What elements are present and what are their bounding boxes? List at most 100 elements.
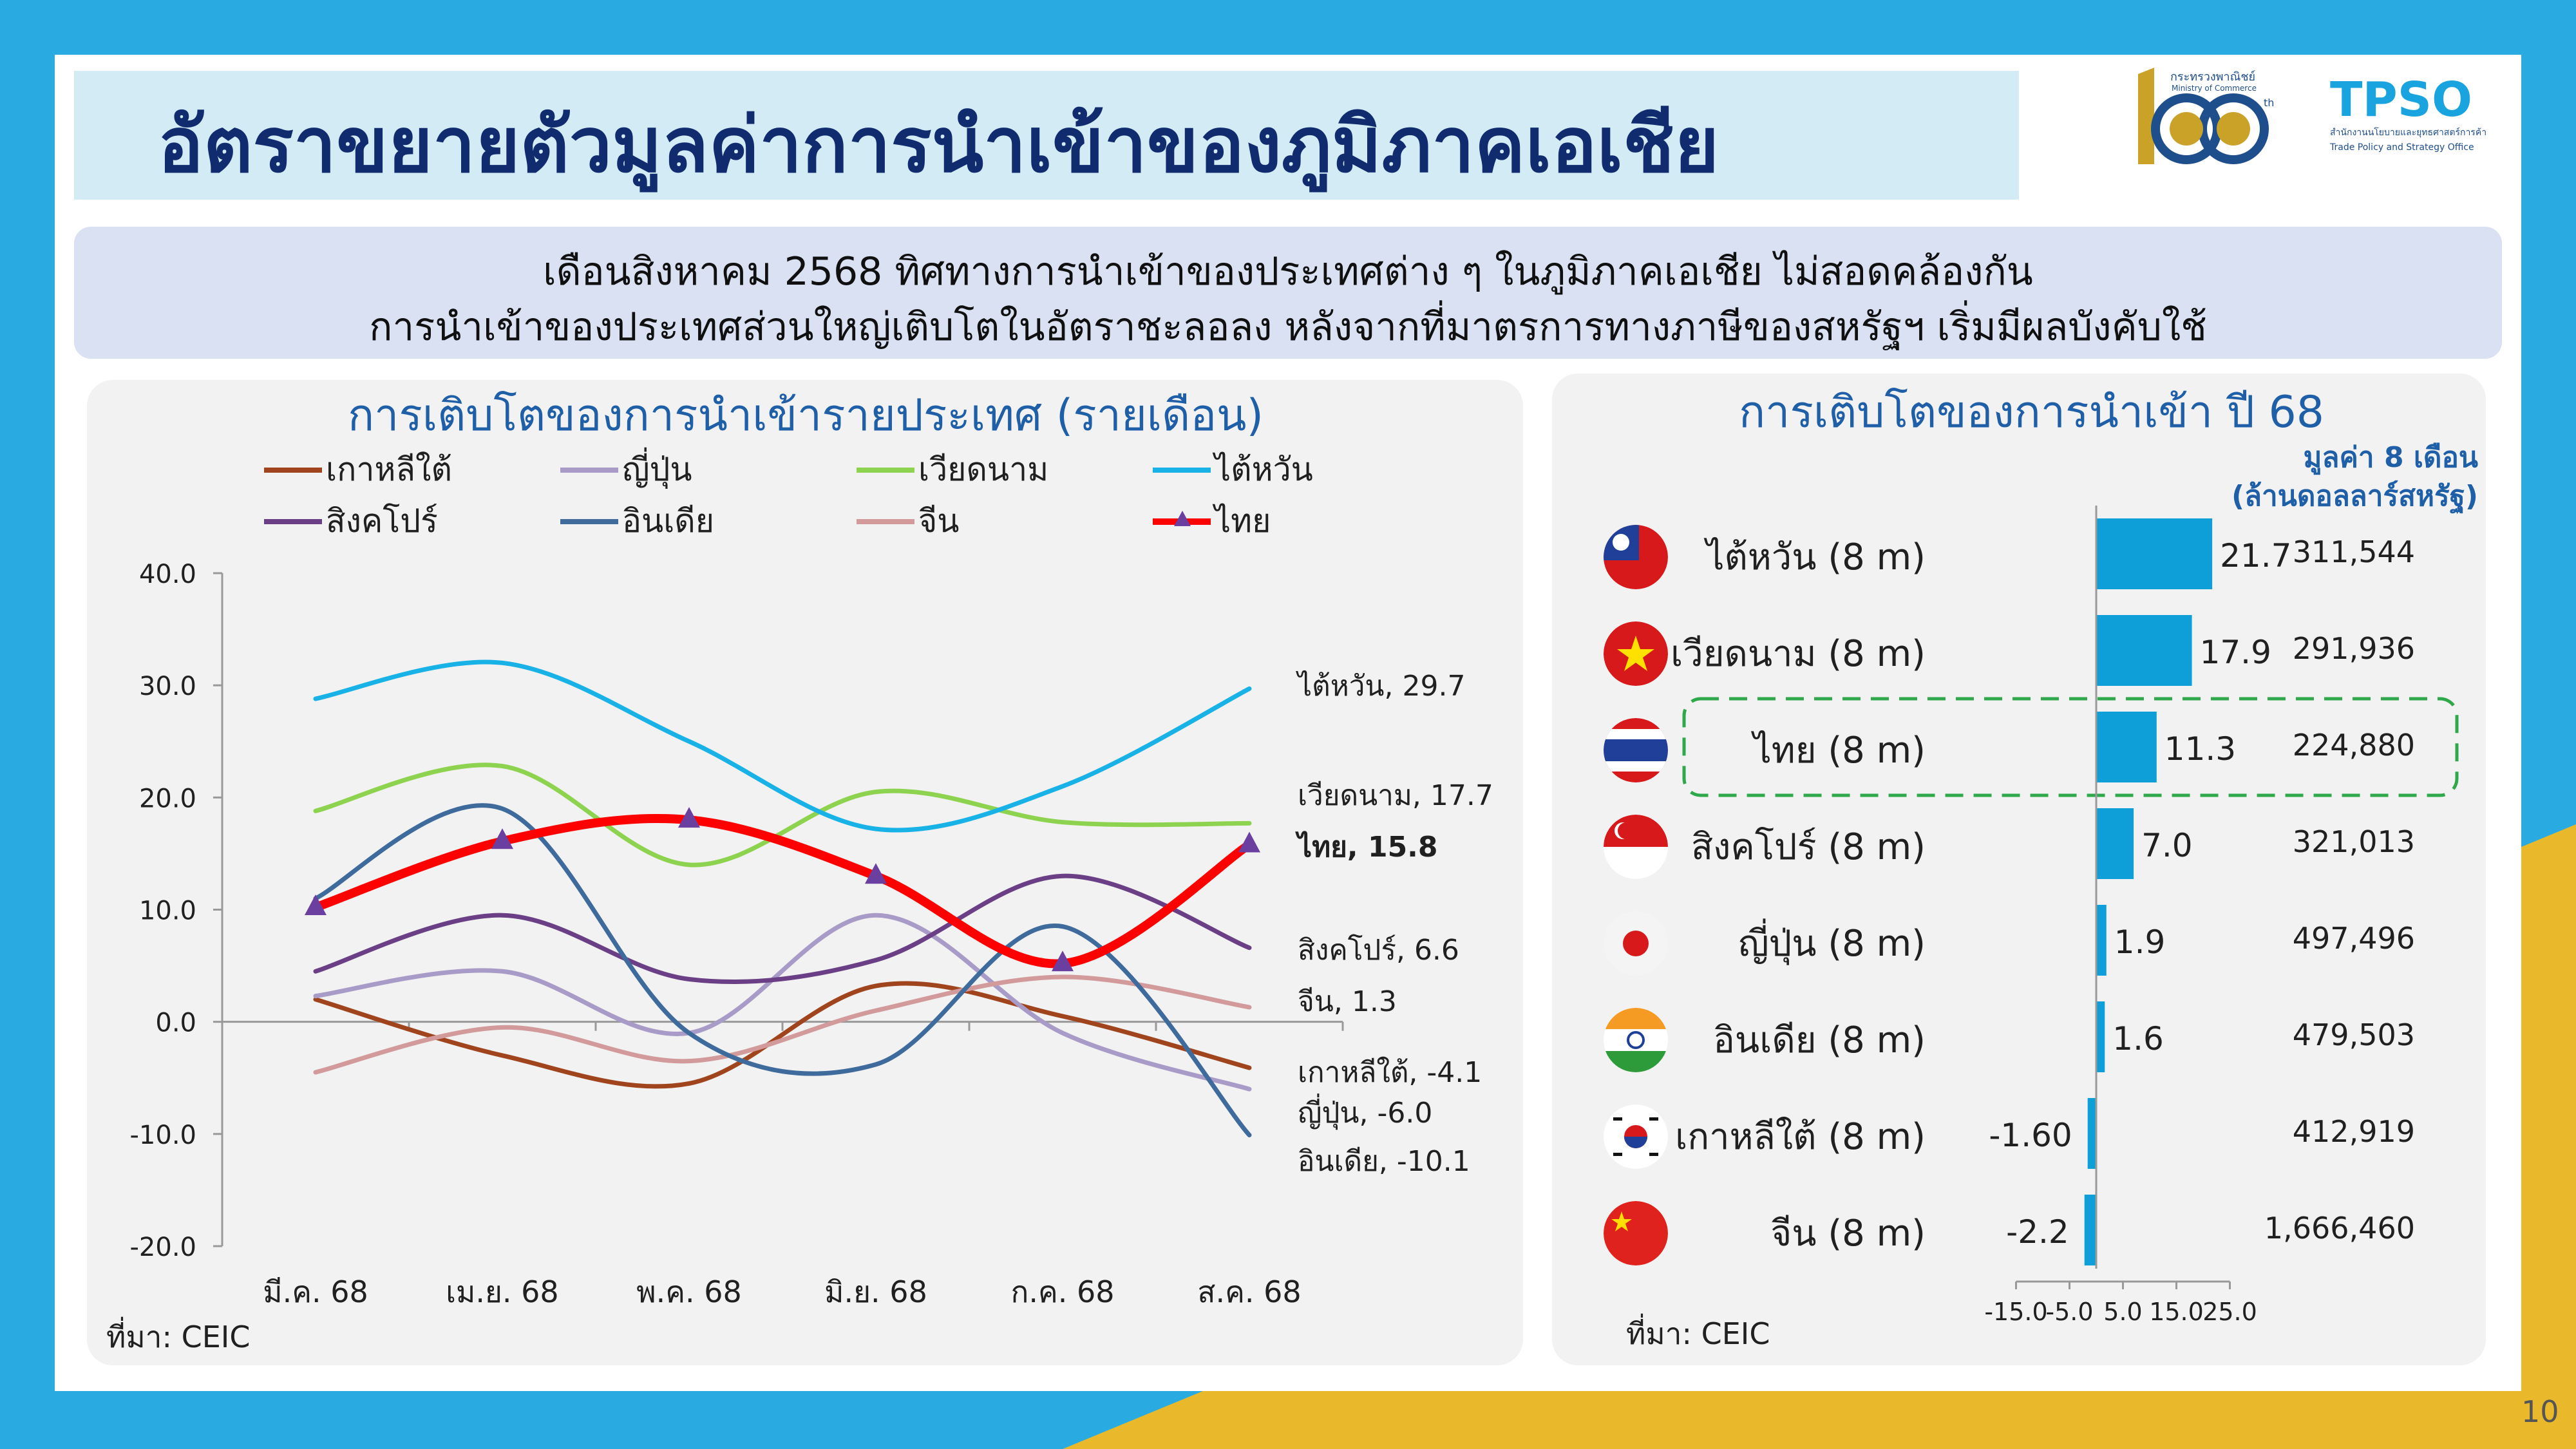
bar-value-label: 11.3 [2164,730,2236,768]
legend-item: ไทย [1153,496,1271,547]
flag-icon [1604,525,1668,589]
data-point [1052,951,1074,972]
bar-category-label: สิงคโปร์ (8 m) [1690,826,1926,868]
legend-swatch [1153,510,1211,526]
summary-box: เดือนสิงหาคม 2568 ทิศทางการนำเข้าของประเ… [74,227,2502,359]
line-chart-title: การเติบโตของการนำเข้ารายประเทศ (รายเดือน… [348,390,1264,441]
legend-swatch [857,467,914,473]
series-line [313,803,1252,1138]
y-tick-label: 0.0 [155,1009,196,1038]
series-line [313,762,1252,867]
import-value: 311,544 [2292,535,2415,569]
import-value: 224,880 [2292,728,2415,762]
tpso-name-en: Trade Policy and Strategy Office [2329,142,2474,153]
bar-value-label: 17.9 [2200,634,2271,671]
legend-item: อินเดีย [560,496,714,547]
bar-row: ไทย (8 m) 224,880 [1552,702,2454,792]
bar [2096,905,2107,976]
bar-row: เกาหลีใต้ (8 m) 412,919 [1552,1088,2454,1179]
bar-value-label: -2.2 [2006,1213,2069,1251]
legend-label: จีน [918,502,960,540]
bar-category-label: จีน (8 m) [1770,1213,1926,1255]
bar-category-label: เวียดนาม (8 m) [1671,633,1926,675]
import-value: 291,936 [2292,631,2415,666]
legend-marker [1174,510,1191,526]
series-end-label: ญี่ปุ่น, -6.0 [1298,1093,1432,1130]
flag-wrapper [1604,718,1668,782]
bar [2096,1001,2105,1072]
summary-line-1: เดือนสิงหาคม 2568 ทิศทางการนำเข้าของประเ… [543,249,2033,294]
legend-swatch [264,518,322,524]
legend-item: ไต้หวัน [1153,444,1313,495]
bar-category-label: ไต้หวัน (8 m) [1706,536,1926,578]
flag-icon [1604,911,1668,976]
flag-wrapper [1604,525,1668,589]
legend-label: ไทย [1215,502,1271,540]
x-tick-label: มี.ค. 68 [263,1274,368,1309]
tpso-logo: TPSO สำนักงานนโยบายและยุทธศาสตร์การค้า T… [2329,72,2486,153]
bar [2087,1098,2096,1169]
bar-category-label: เกาหลีใต้ (8 m) [1675,1116,1926,1158]
logo-group: กระทรวงพาณิชย์ Ministry of Commerce th T… [2138,68,2486,164]
flag-wrapper [1604,1104,1668,1169]
legend-swatch [560,518,618,524]
bar-value-label: 21.7 [2220,537,2291,574]
ministry-name-en: Ministry of Commerce [2172,84,2257,93]
x-tick-label: ส.ค. 68 [1197,1274,1301,1309]
legend-label: อินเดีย [622,502,715,540]
flag-icon [1604,718,1668,782]
legend-item: เกาหลีใต้ [264,444,452,495]
anniversary-suffix: th [2264,97,2274,109]
line-chart-panel: การเติบโตของการนำเข้ารายประเทศ (รายเดือน… [87,380,1523,1365]
x-tick-label: มิ.ย. 68 [824,1274,927,1309]
series-end-label: ไทย, 15.8 [1295,830,1438,864]
legend-swatch [264,467,322,473]
bar-chart-panel: การเติบโตของการนำเข้า ปี 68 มูลค่า 8 เดื… [1552,374,2486,1365]
bar-category-label: ญี่ปุ่น (8 m) [1738,923,1926,965]
legend-swatch [857,518,914,524]
series-end-label: สิงคโปร์, 6.6 [1298,934,1459,967]
import-value: 321,013 [2292,824,2415,859]
bar-row: ญี่ปุ่น (8 m) 497,496 [1552,895,2454,985]
legend-label: ญี่ปุ่น [622,451,692,488]
x-tick-label: พ.ค. 68 [636,1274,742,1309]
flag-wrapper [1604,621,1668,686]
bar-row: ไต้หวัน (8 m) 311,544 [1552,509,2454,599]
series-end-label: จีน, 1.3 [1298,985,1397,1018]
y-tick-label: 10.0 [139,896,196,926]
bar-x-tick-label: 15.0 [2149,1298,2204,1326]
bar-category-label: ไทย (8 m) [1753,730,1926,772]
legend-label: เกาหลีใต้ [326,451,452,488]
bar-category-label: อินเดีย (8 m) [1713,1019,1926,1061]
tpso-name-th: สำนักงานนโยบายและยุทธศาสตร์การค้า [2330,127,2486,138]
series-line [313,974,1252,1075]
series-line [313,659,1252,833]
legend-item: ญี่ปุ่น [560,444,692,495]
legend-item: จีน [857,496,959,547]
bar-row: เวียดนาม (8 m) 291,936 [1552,605,2454,696]
bar [2084,1195,2096,1265]
bar [2096,808,2134,879]
bar-chart-title: การเติบโตของการนำเข้า ปี 68 [1739,387,2325,438]
bar-row: สิงคโปร์ (8 m) 321,013 [1552,799,2454,889]
data-point [491,828,513,849]
tpso-wordmark: TPSO [2330,72,2472,128]
bar-x-tick-label: 5.0 [2103,1298,2142,1326]
ministry-logo: กระทรวงพาณิชย์ Ministry of Commerce th [2138,68,2274,164]
series-end-label: เวียดนาม, 17.7 [1298,779,1493,812]
x-tick-label: ก.ค. 68 [1010,1274,1114,1309]
legend-label: เวียดนาม [918,451,1049,488]
summary-line-2: การนำเข้าของประเทศส่วนใหญ่เติบโตในอัตราช… [369,305,2207,350]
series-end-label: ไต้หวัน, 29.7 [1296,670,1465,703]
series-line [313,873,1252,985]
data-point [678,807,700,828]
series-line [313,913,1252,1092]
highlight-box [1682,697,2459,797]
ministry-name: กระทรวงพาณิชย์ [2170,70,2255,84]
title-bar: อัตราขยายตัวมูลค่าการนำเข้าของภูมิภาคเอเ… [74,71,2019,200]
bar-row: จีน (8 m) 1,666,460 [1552,1185,2454,1275]
bar-value-label: 7.0 [2141,827,2193,864]
legend-item: สิงคโปร์ [264,496,438,547]
series-end-label: อินเดีย, -10.1 [1298,1145,1470,1178]
flag-wrapper [1604,911,1668,976]
